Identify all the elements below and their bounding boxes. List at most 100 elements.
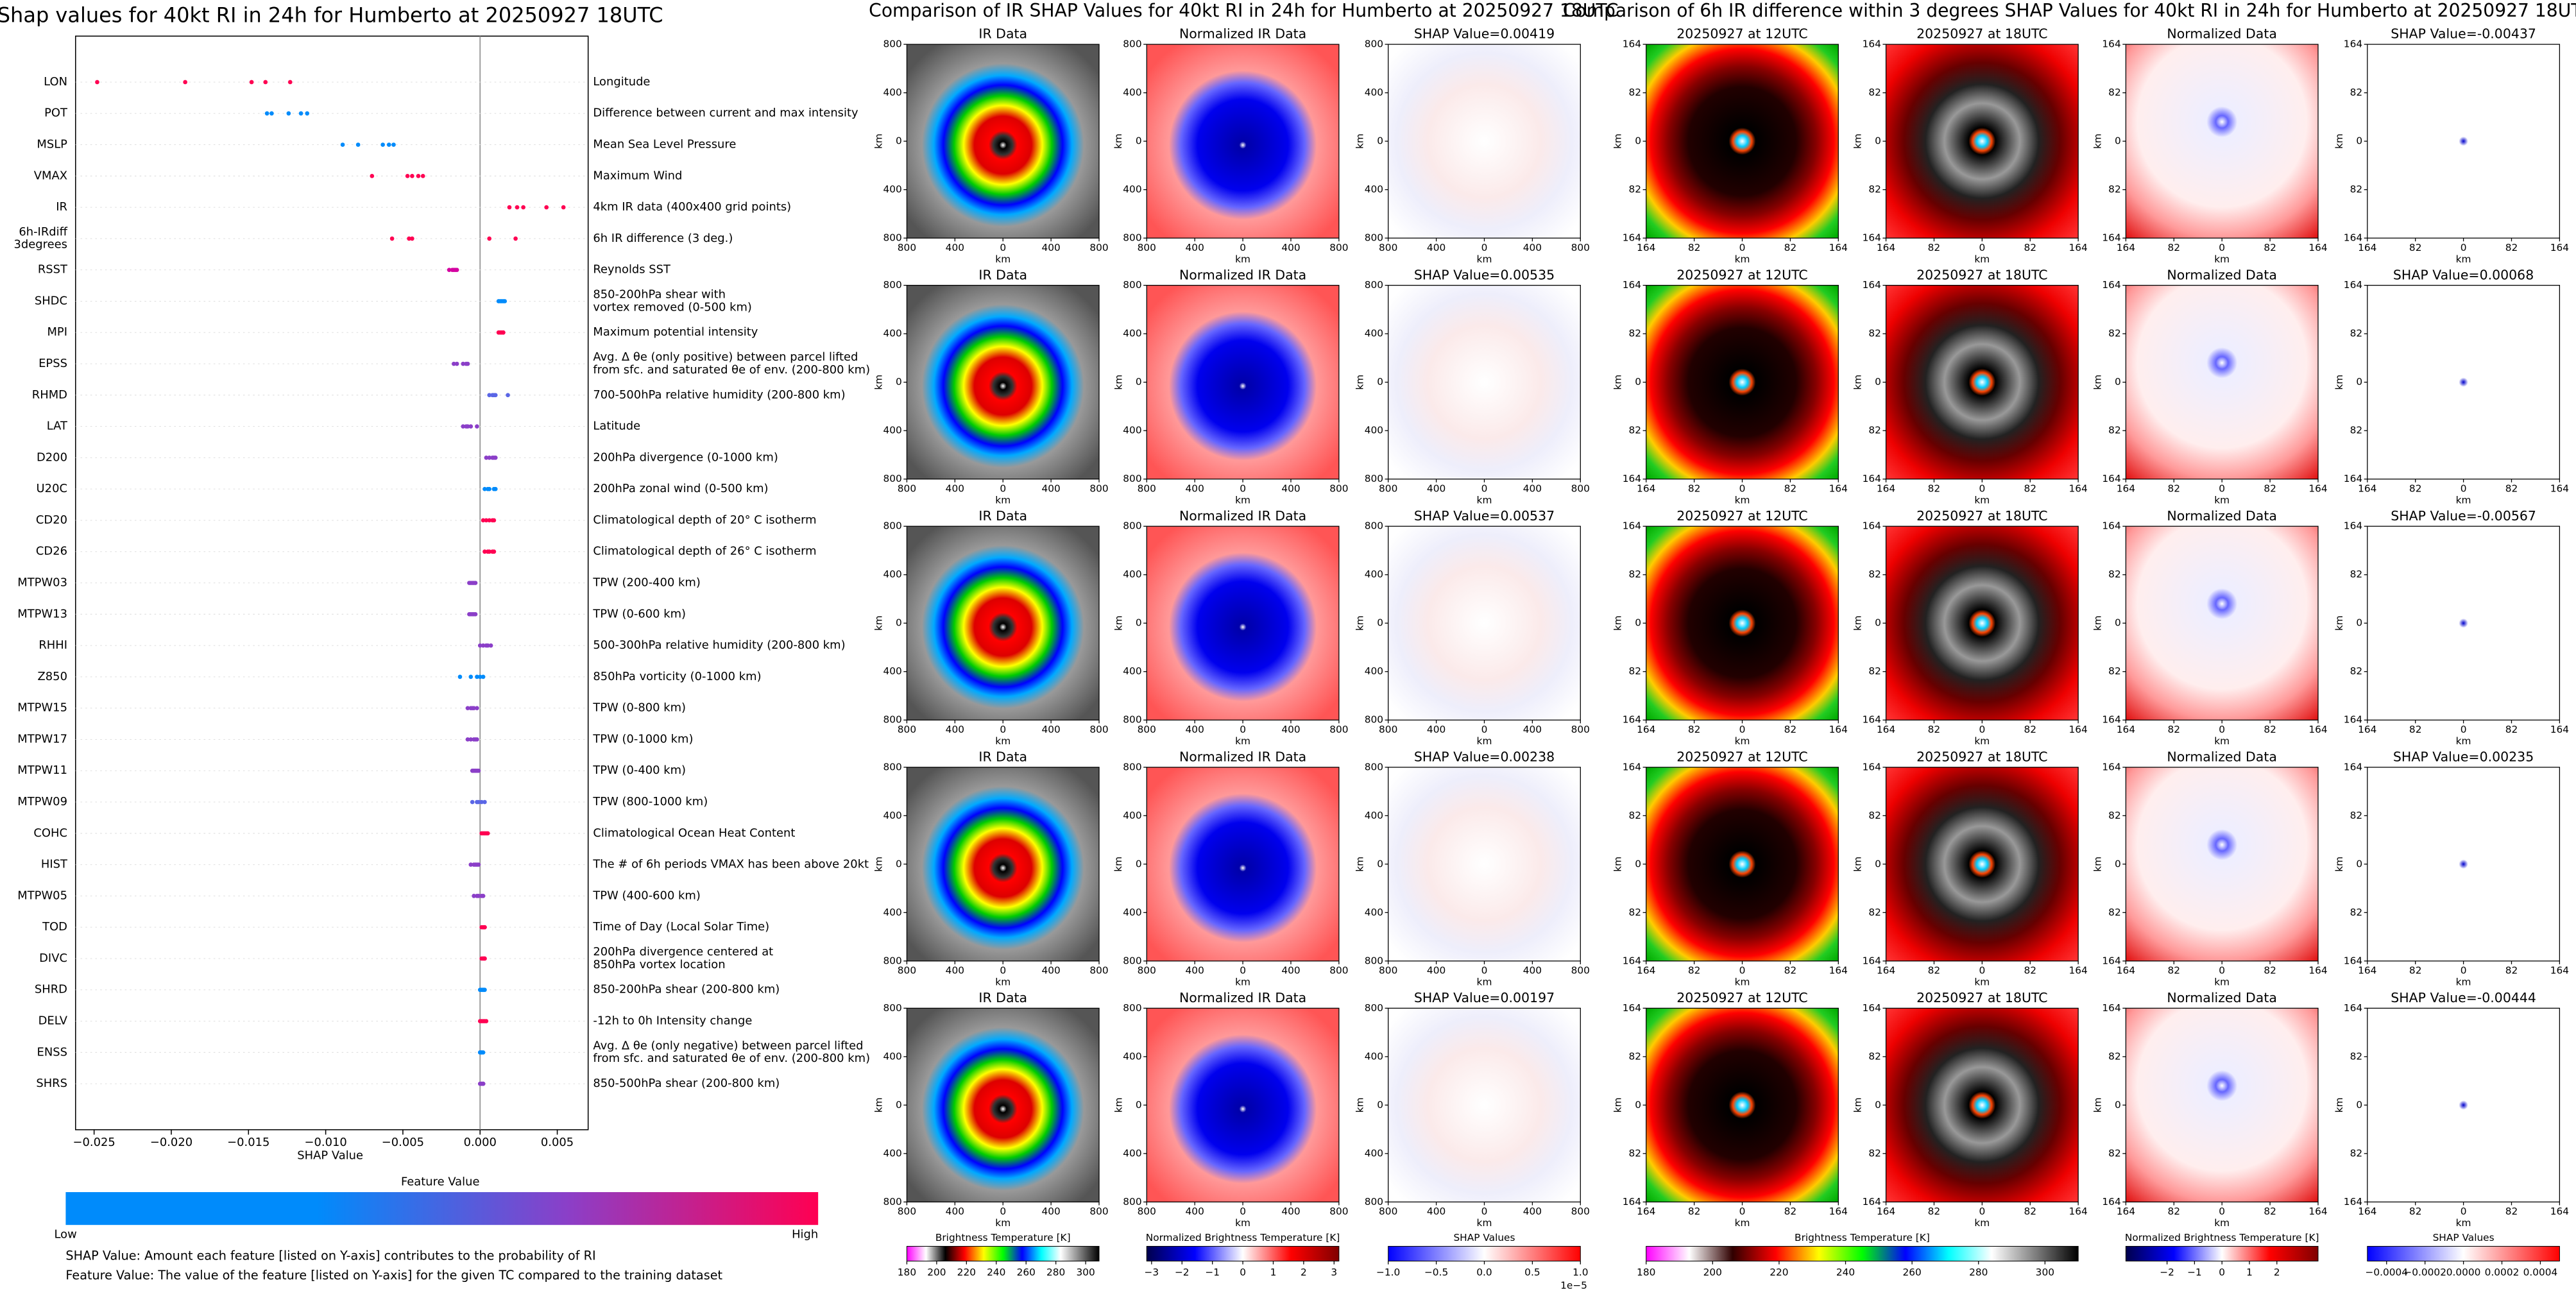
- x-tick-label: 800: [1089, 483, 1108, 495]
- colorbar-tick-label: 260: [1902, 1267, 1921, 1278]
- y-tick-label: 82: [1868, 810, 1881, 821]
- x-tick-label: 164: [2308, 483, 2327, 495]
- shap-dot: [482, 549, 487, 554]
- panel-image: [1147, 44, 1339, 239]
- y-tick-label: 0: [896, 617, 902, 629]
- x-tick-label: −0.020: [150, 1136, 192, 1149]
- shap-dot: [465, 361, 470, 366]
- shap-dot: [477, 674, 482, 679]
- panel-image: [1646, 526, 1839, 721]
- y-tick-label: 0: [1377, 135, 1383, 147]
- panel-title: SHAP Value=0.00197: [1414, 990, 1555, 1005]
- x-tick-label: 800: [1138, 242, 1156, 253]
- x-tick-label: 164: [2308, 724, 2327, 735]
- note: SHAP Value: Amount each feature [listed …: [65, 1248, 595, 1263]
- y-tick-label: 0: [1136, 376, 1142, 388]
- y-tick-label: 82: [2108, 568, 2121, 580]
- y-tick-label: 400: [883, 328, 901, 339]
- x-tick-label: 800: [1379, 483, 1397, 495]
- y-axis-label: km: [1354, 133, 1366, 149]
- x-tick-label: 400: [1281, 965, 1300, 977]
- x-axis-label: km: [1235, 1217, 1250, 1229]
- feature-label: D200: [37, 450, 67, 464]
- shap-dot: [475, 737, 479, 742]
- feature-label: U20C: [37, 482, 67, 495]
- x-tick-label: 0: [1739, 242, 1746, 253]
- shap-dot: [468, 862, 473, 867]
- shap-dot: [405, 173, 410, 178]
- shap-dot: [249, 80, 254, 85]
- x-tick-label: 800: [1329, 242, 1348, 253]
- x-tick-label: 82: [1928, 724, 1941, 735]
- colorbar-high: High: [792, 1228, 818, 1242]
- x-tick-label: 82: [2505, 483, 2518, 495]
- feature-description: Avg. Δ θe (only negative) between parcel…: [593, 1039, 870, 1065]
- shap-dot: [468, 674, 473, 679]
- feature-description: 200hPa divergence (0-1000 km): [593, 450, 778, 464]
- shap-dot: [487, 393, 492, 398]
- feature-description: The # of 6h periods VMAX has been above …: [592, 858, 869, 871]
- x-tick-label: 82: [2024, 724, 2036, 735]
- x-tick-label: 0: [1481, 1206, 1488, 1217]
- y-tick-label: 0: [2356, 1099, 2362, 1111]
- colorbar-offset: 1e−5: [1560, 1279, 1587, 1289]
- feature-label: DIVC: [39, 952, 67, 965]
- colorbar-tick-label: 1.0: [1573, 1267, 1588, 1278]
- y-tick-label: 400: [1365, 665, 1383, 677]
- panel-image: [1147, 526, 1339, 721]
- y-tick-label: 82: [1868, 184, 1881, 195]
- y-axis-label: km: [873, 375, 884, 390]
- x-tick-label: 164: [2550, 1206, 2569, 1217]
- x-tick-label: 400: [1281, 483, 1300, 495]
- y-axis-label: km: [1354, 1097, 1366, 1113]
- y-tick-label: 164: [2344, 955, 2362, 966]
- shap-dot: [513, 236, 518, 241]
- x-tick-label: 164: [2117, 242, 2135, 253]
- x-tick-label: 164: [1829, 1206, 1848, 1217]
- feature-description: TPW (0-800 km): [592, 701, 686, 715]
- feature-label: MTPW03: [17, 576, 67, 590]
- y-axis-label: km: [873, 1097, 884, 1113]
- x-tick-label: 82: [2409, 724, 2422, 735]
- colorbar-tick-label: 3: [1331, 1267, 1337, 1278]
- shap-dot: [447, 268, 452, 273]
- shap-dot: [487, 456, 492, 460]
- shap-dot: [465, 737, 470, 742]
- panel-title: IR Data: [978, 267, 1027, 282]
- x-axis-label: km: [1974, 253, 1990, 265]
- y-tick-label: 800: [1123, 1002, 1141, 1014]
- y-tick-label: 82: [2108, 665, 2121, 677]
- x-tick-label: 800: [1138, 483, 1156, 495]
- shap-dot: [465, 424, 470, 429]
- y-tick-label: 0: [1377, 617, 1383, 629]
- y-tick-label: 800: [883, 38, 901, 50]
- y-tick-label: 0: [1635, 858, 1641, 869]
- y-tick-label: 400: [1123, 184, 1141, 195]
- panel-image: [2126, 1008, 2318, 1202]
- panel-title: 20250927 at 18UTC: [1916, 749, 2047, 764]
- x-tick-label: 800: [898, 724, 916, 735]
- panel-title: 20250927 at 18UTC: [1916, 26, 2047, 42]
- colorbar: [1646, 1245, 2079, 1262]
- shap-dot: [457, 674, 463, 679]
- panel-image: [1388, 767, 1581, 961]
- y-tick-label: 800: [883, 279, 901, 291]
- y-tick-label: 0: [2356, 135, 2362, 147]
- x-axis-label: km: [1235, 977, 1250, 988]
- x-tick-label: 164: [2117, 483, 2135, 495]
- x-tick-label: 400: [1041, 1206, 1060, 1217]
- x-tick-label: 0: [2461, 724, 2467, 735]
- panel-title: Normalized IR Data: [1179, 990, 1306, 1005]
- y-tick-label: 800: [883, 1196, 901, 1208]
- x-tick-label: 164: [1829, 724, 1848, 735]
- feature-label: RHHI: [38, 638, 67, 652]
- panel-image: [1388, 526, 1581, 721]
- colorbar: [2367, 1245, 2560, 1262]
- x-tick-label: 0: [2219, 483, 2225, 495]
- y-tick-label: 82: [2350, 425, 2363, 436]
- colorbar-tick-label: −2: [1175, 1267, 1190, 1278]
- y-tick-label: 800: [1123, 473, 1141, 484]
- x-axis-label: km: [1735, 977, 1750, 988]
- y-tick-label: 164: [2102, 38, 2120, 50]
- x-axis-label: km: [1235, 253, 1250, 265]
